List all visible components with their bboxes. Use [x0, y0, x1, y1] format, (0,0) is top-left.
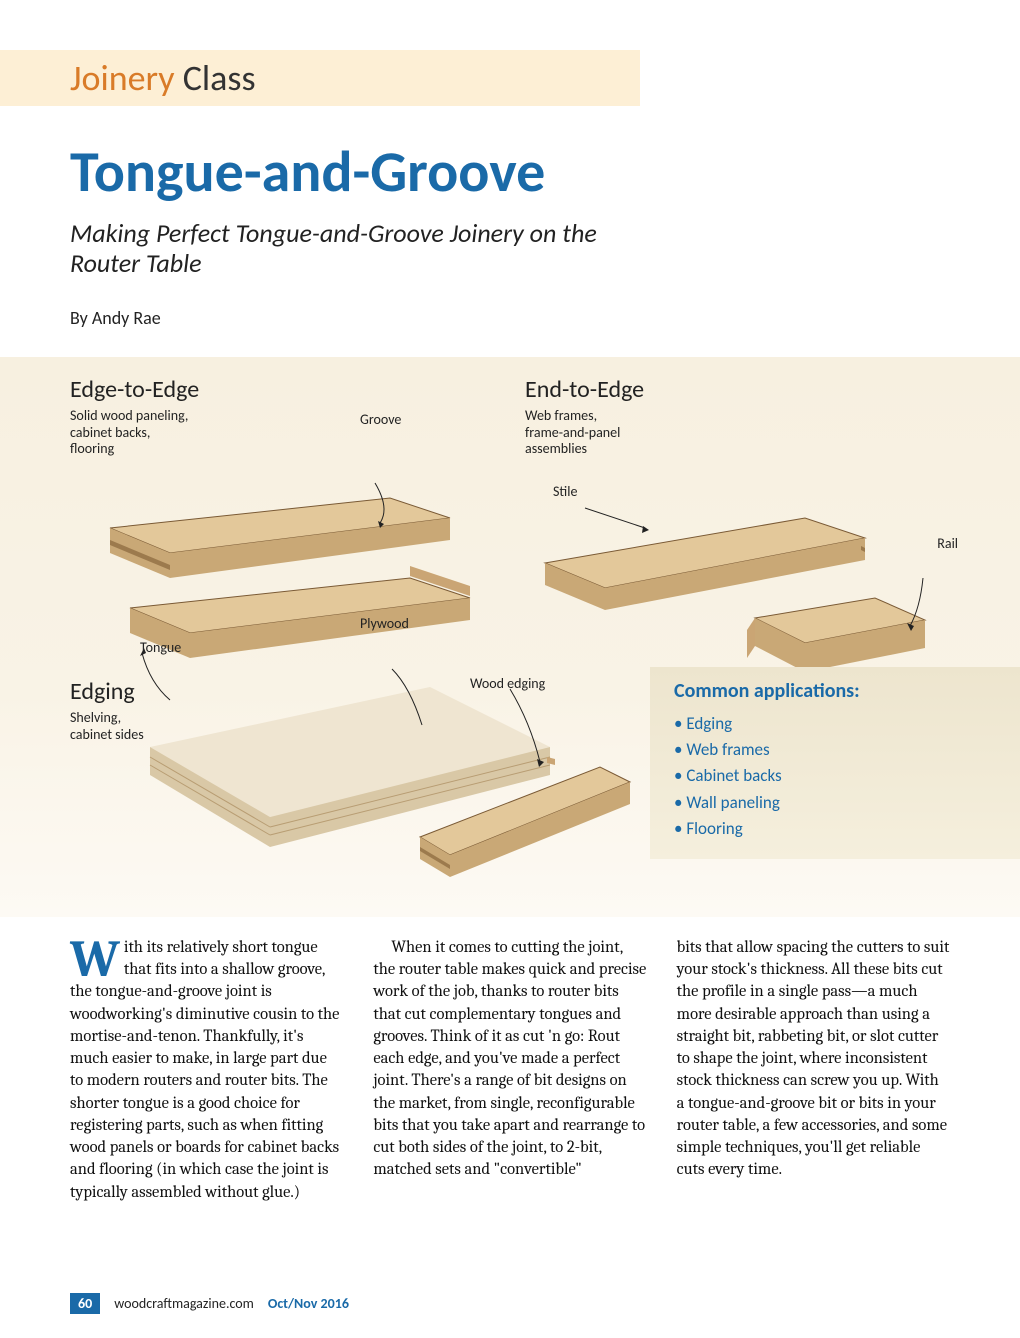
edging-illustration	[110, 667, 670, 927]
applications-title: Common applications:	[674, 679, 1020, 703]
category-joinery: Joinery	[70, 56, 175, 100]
application-item: Web frames	[674, 737, 1020, 763]
application-item: Flooring	[674, 816, 1020, 842]
rail-label: Rail	[937, 535, 958, 552]
article-subtitle: Making Perfect Tongue-and-Groove Joinery…	[70, 219, 630, 279]
body-col-3: bits that allow spacing the cutters to s…	[677, 937, 950, 1204]
end-to-edge-title: End-to-Edge	[525, 375, 950, 404]
diagram-area: Edge-to-Edge Solid wood paneling, cabine…	[0, 357, 1020, 917]
footer-issue: Oct/Nov 2016	[268, 1295, 349, 1312]
application-item: Edging	[674, 711, 1020, 737]
application-item: Wall paneling	[674, 790, 1020, 816]
applications-list: Edging Web frames Cabinet backs Wall pan…	[674, 711, 1020, 843]
footer: 60 woodcraftmagazine.com Oct/Nov 2016	[70, 1293, 349, 1314]
body-col-2-text: When it comes to cutting the joint, the …	[373, 938, 646, 1180]
application-item: Cabinet backs	[674, 763, 1020, 789]
wood-edging-label: Wood edging	[470, 675, 545, 692]
category-class: Class	[175, 56, 256, 100]
edge-to-edge-desc: Solid wood paneling, cabinet backs, floo…	[70, 408, 495, 458]
body-col-3-text: bits that allow spacing the cutters to s…	[677, 938, 950, 1180]
dropcap: W	[70, 937, 124, 981]
stile-label: Stile	[553, 483, 577, 500]
groove-label: Groove	[360, 411, 401, 428]
body-col-2: When it comes to cutting the joint, the …	[373, 937, 646, 1204]
body-text: With its relatively short tongue that fi…	[70, 937, 950, 1204]
edge-to-edge-title: Edge-to-Edge	[70, 375, 495, 404]
tongue-label: Tongue	[140, 639, 181, 656]
footer-site: woodcraftmagazine.com	[114, 1295, 254, 1312]
page-number: 60	[70, 1293, 100, 1314]
end-to-edge-desc: Web frames, frame-and-panel assemblies	[525, 408, 950, 458]
article-title: Tongue-and-Groove	[70, 136, 950, 207]
body-col-1: With its relatively short tongue that fi…	[70, 937, 343, 1204]
plywood-label: Plywood	[360, 615, 409, 632]
applications-box: Common applications: Edging Web frames C…	[650, 667, 1020, 859]
category-bar: Joinery Class	[0, 50, 640, 106]
article-byline: By Andy Rae	[70, 307, 950, 329]
